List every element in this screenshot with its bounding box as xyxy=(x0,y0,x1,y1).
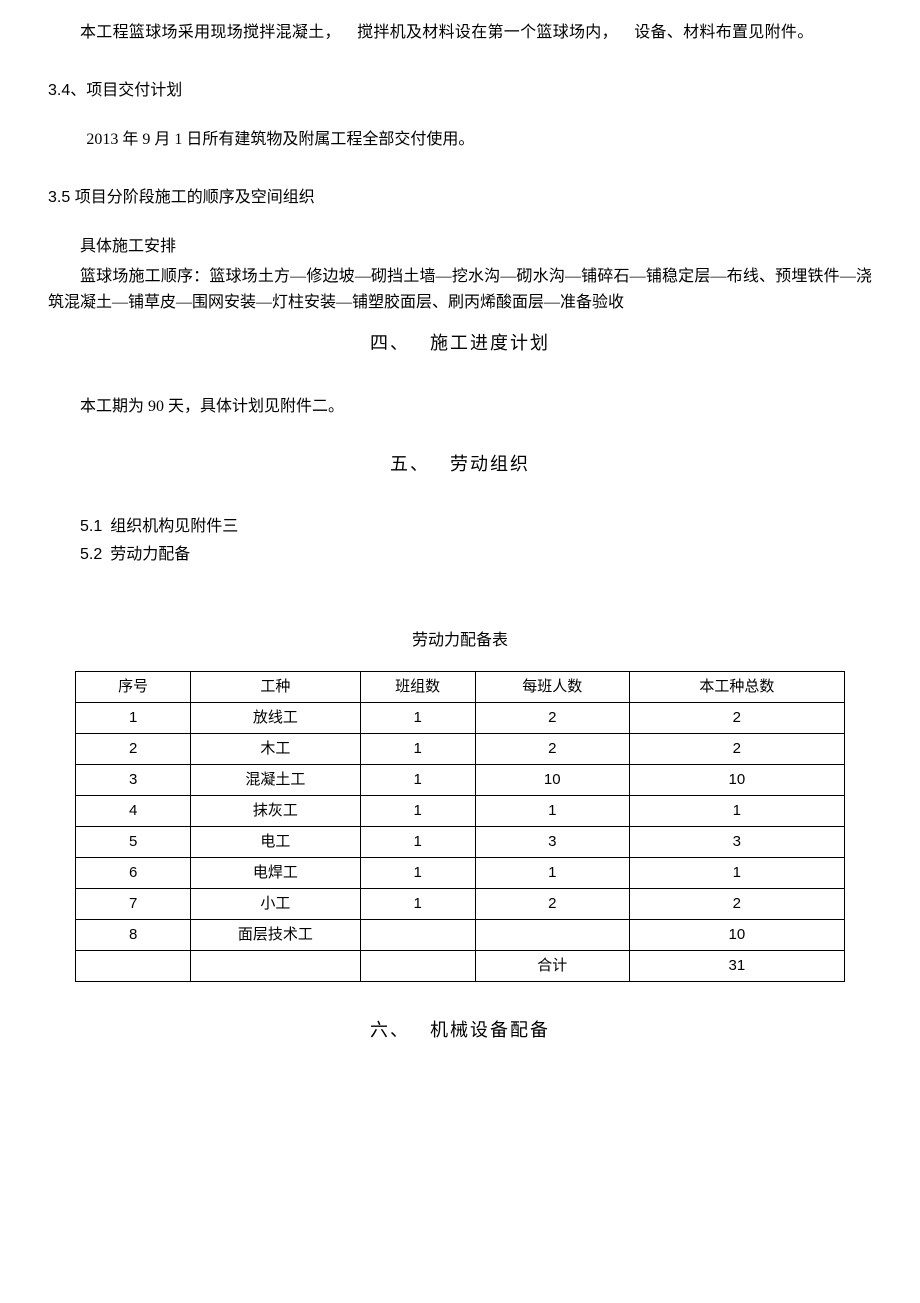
section-3-5-line2: 篮球场施工顺序：篮球场土方—修边坡—砌挡土墙—挖水沟—砌水沟—铺碎石—铺稳定层—… xyxy=(48,264,872,315)
table-row: 4抹灰工111 xyxy=(76,796,845,827)
table-cell: 混凝土工 xyxy=(191,765,360,796)
table-cell xyxy=(360,951,475,982)
section-3-5-line1: 具体施工安排 xyxy=(48,234,872,260)
item-5-2: 5.2 劳动力配备 xyxy=(48,542,872,568)
table-row: 8面层技术工 10 xyxy=(76,920,845,951)
table-cell: 1 xyxy=(360,765,475,796)
labor-table-title: 劳动力配备表 xyxy=(48,628,872,654)
section-3-5-title: 3.5 项目分阶段施工的顺序及空间组织 xyxy=(48,185,872,211)
labor-table: 序号工种班组数每班人数本工种总数1放线工1222木工1223混凝土工110104… xyxy=(75,671,845,982)
table-cell: 10 xyxy=(629,765,844,796)
table-cell: 1 xyxy=(629,858,844,889)
item-5-1: 5.1 组织机构见附件三 xyxy=(48,514,872,540)
table-cell: 8 xyxy=(76,920,191,951)
table-cell: 木工 xyxy=(191,734,360,765)
table-cell: 2 xyxy=(629,703,844,734)
table-cell: 31 xyxy=(629,951,844,982)
heading-5: 五、 劳动组织 xyxy=(48,450,872,479)
intro-paragraph: 本工程篮球场采用现场搅拌混凝土， 搅拌机及材料设在第一个篮球场内， 设备、材料布… xyxy=(48,20,872,46)
table-cell: 7 xyxy=(76,889,191,920)
table-row: 1放线工122 xyxy=(76,703,845,734)
labor-table-wrap: 序号工种班组数每班人数本工种总数1放线工1222木工1223混凝土工110104… xyxy=(48,671,872,982)
table-cell: 2 xyxy=(76,734,191,765)
table-row: 6电焊工111 xyxy=(76,858,845,889)
heading-6: 六、 机械设备配备 xyxy=(48,1016,872,1045)
table-header-cell: 本工种总数 xyxy=(629,672,844,703)
table-header-cell: 每班人数 xyxy=(475,672,629,703)
table-header-cell: 班组数 xyxy=(360,672,475,703)
table-cell: 放线工 xyxy=(191,703,360,734)
table-cell: 1 xyxy=(360,703,475,734)
table-cell: 10 xyxy=(475,765,629,796)
table-cell: 2 xyxy=(629,889,844,920)
table-cell: 3 xyxy=(629,827,844,858)
table-row: 3混凝土工11010 xyxy=(76,765,845,796)
table-cell: 合计 xyxy=(475,951,629,982)
section-3-4-body: 2013 年 9 月 1 日所有建筑物及附属工程全部交付使用。 xyxy=(48,127,872,153)
table-cell xyxy=(360,920,475,951)
table-cell: 4 xyxy=(76,796,191,827)
table-header-cell: 序号 xyxy=(76,672,191,703)
table-cell: 2 xyxy=(475,734,629,765)
heading-4: 四、 施工进度计划 xyxy=(48,329,872,358)
table-cell: 1 xyxy=(360,796,475,827)
table-cell: 1 xyxy=(360,858,475,889)
table-row: 7小工122 xyxy=(76,889,845,920)
table-cell: 电工 xyxy=(191,827,360,858)
table-cell: 2 xyxy=(629,734,844,765)
table-cell: 抹灰工 xyxy=(191,796,360,827)
table-cell: 3 xyxy=(76,765,191,796)
table-cell: 6 xyxy=(76,858,191,889)
table-cell: 1 xyxy=(76,703,191,734)
table-row: 5电工133 xyxy=(76,827,845,858)
table-cell: 小工 xyxy=(191,889,360,920)
table-cell: 2 xyxy=(475,703,629,734)
table-cell: 1 xyxy=(629,796,844,827)
table-cell xyxy=(191,951,360,982)
table-cell: 1 xyxy=(475,858,629,889)
table-row: 合计31 xyxy=(76,951,845,982)
table-header-cell: 工种 xyxy=(191,672,360,703)
table-cell: 电焊工 xyxy=(191,858,360,889)
section-3-4-title: 3.4、项目交付计划 xyxy=(48,78,872,104)
table-cell: 1 xyxy=(360,889,475,920)
table-cell: 10 xyxy=(629,920,844,951)
table-cell: 1 xyxy=(475,796,629,827)
table-row: 2木工122 xyxy=(76,734,845,765)
table-cell xyxy=(475,920,629,951)
table-cell: 2 xyxy=(475,889,629,920)
table-cell xyxy=(76,951,191,982)
table-cell: 1 xyxy=(360,827,475,858)
table-cell: 3 xyxy=(475,827,629,858)
table-cell: 1 xyxy=(360,734,475,765)
table-cell: 5 xyxy=(76,827,191,858)
table-cell: 面层技术工 xyxy=(191,920,360,951)
heading-4-body: 本工期为 90 天，具体计划见附件二。 xyxy=(48,394,872,420)
